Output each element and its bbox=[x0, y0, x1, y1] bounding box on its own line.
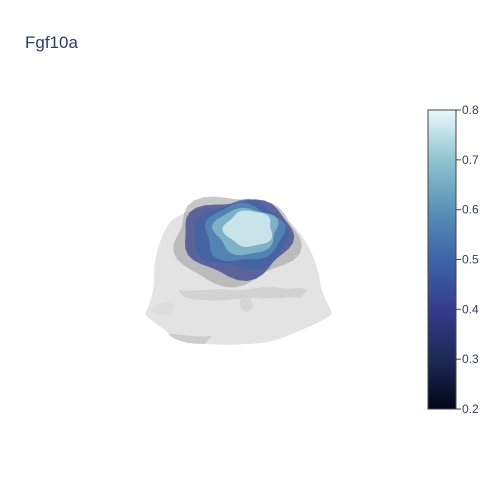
colorbar-tick-label: 0.2 bbox=[462, 402, 479, 416]
colorbar-tick-label: 0.3 bbox=[462, 352, 479, 366]
colorbar-ticks: 0.2 0.3 0.4 0.5 0.6 0.7 0.8 bbox=[456, 103, 479, 416]
expression-isosurfaces bbox=[173, 196, 302, 288]
colorbar-tick-label: 0.4 bbox=[462, 302, 479, 316]
isosurface-level bbox=[222, 210, 273, 247]
colorbar-tick-label: 0.8 bbox=[462, 103, 479, 117]
colorbar-tick-label: 0.5 bbox=[462, 253, 479, 267]
colorbar: 0.2 0.3 0.4 0.5 0.6 0.7 0.8 bbox=[427, 103, 479, 416]
colorbar-tick-label: 0.7 bbox=[462, 153, 479, 167]
chart-title: Fgf10a bbox=[25, 33, 78, 52]
colorbar-tick-label: 0.6 bbox=[462, 203, 479, 217]
colorbar-gradient bbox=[427, 109, 457, 410]
